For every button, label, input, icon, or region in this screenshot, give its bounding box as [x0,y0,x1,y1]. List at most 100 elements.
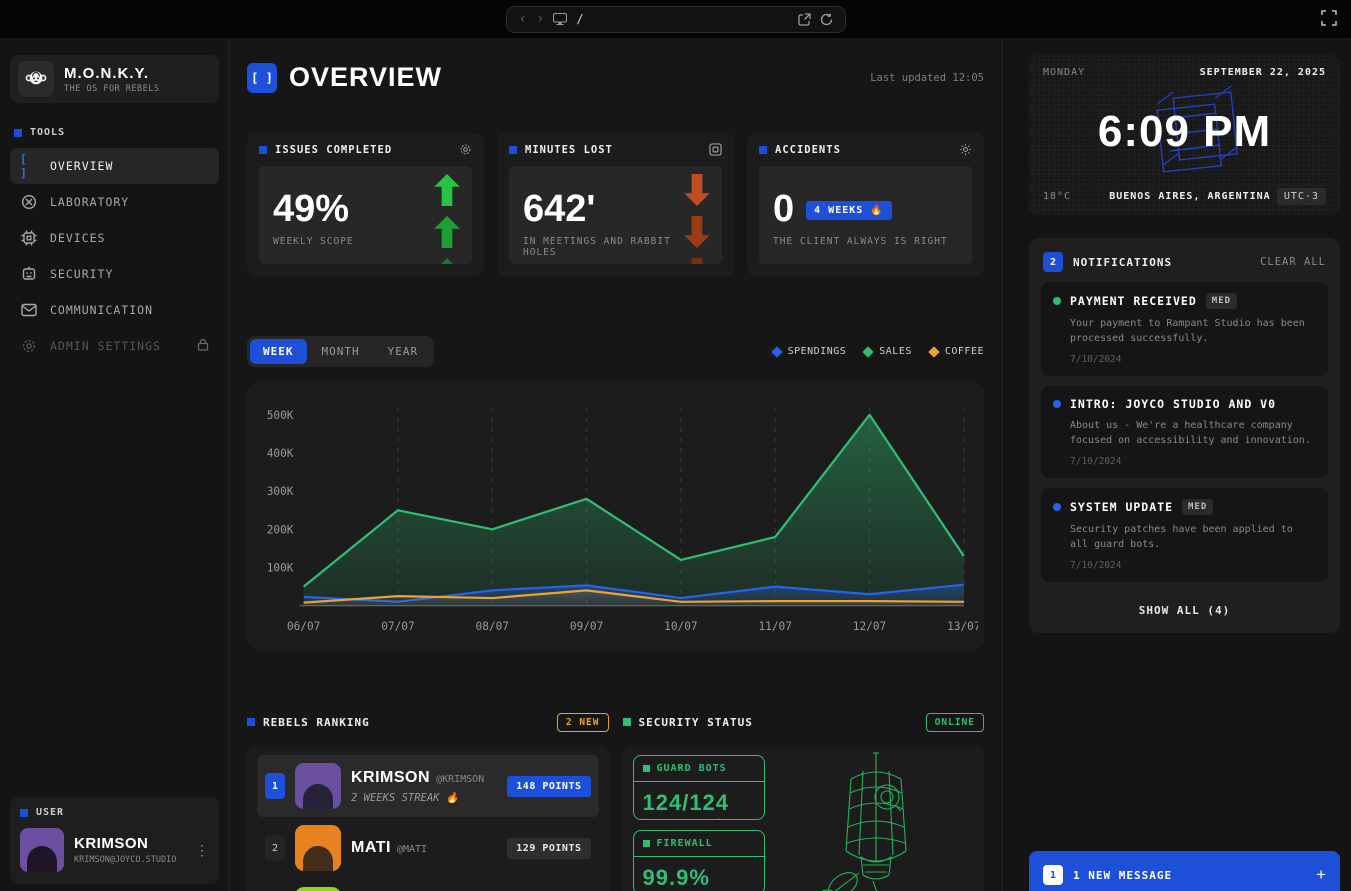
rebel-name: KRIMSON [351,768,431,786]
chart-card: 100K 200K 300K 400K 500K 06/07 07/07 08/07 09/07… [247,383,984,650]
guard-robot-illustration [809,752,907,891]
notifications-title: NOTIFICATIONS [1073,255,1173,269]
tools-section-label: TOOLS [14,127,215,138]
weeks-streak-badge: 4 WEEKS 🔥 [806,200,892,220]
tab-week[interactable]: WEEK [250,339,307,364]
streak-label: 2 WEEKS STREAK 🔥 [351,791,459,804]
sidebar-nav: [ ] OVERVIEW LABORATORY DEVICES SECURIT [10,148,219,364]
gear-icon[interactable] [459,143,472,156]
current-time: 6:09 PM [1097,107,1272,156]
app-tagline: THE OS FOR REBELS [64,83,160,94]
svg-text:10/07: 10/07 [664,620,698,633]
legend-coffee: COFFEE [928,345,984,358]
svg-text:500K: 500K [267,409,294,422]
robot-icon [20,266,38,282]
clock-widget: MONDAY SEPTEMBER 22, 2025 6:09 PM 18°C B… [1029,55,1340,215]
svg-text:200K: 200K [267,523,294,536]
notification-title: SYSTEM UPDATE [1070,500,1174,514]
stat-card-issues: ISSUES COMPLETED 49% WEEKLY SCOPE [247,133,484,276]
open-external-icon[interactable] [797,12,811,26]
legend-spendings: SPENDINGS [770,345,847,358]
sidebar-item-communication[interactable]: COMMUNICATION [10,292,219,328]
stat-value: 49% [273,188,350,230]
svg-text:08/07: 08/07 [476,620,510,633]
sidebar: M.O.N.K.Y. THE OS FOR REBELS TOOLS [ ] O… [0,38,228,891]
fullscreen-icon[interactable] [1321,10,1337,29]
page-title: OVERVIEW [289,62,443,92]
brackets-icon: [ ] [20,152,28,180]
notification-item[interactable]: INTRO: JOYCO STUDIO AND V0 About us - We… [1041,386,1328,478]
notification-body: About us - We're a healthcare company fo… [1070,420,1311,446]
notification-date: 7/10/2024 [1070,456,1122,467]
url-path: / [576,12,584,26]
section-bullet [14,128,22,137]
monkey-logo-icon [18,61,54,97]
overview-brackets-icon: [ ] [247,62,277,93]
diamond-icon [928,345,940,358]
svg-text:12/07: 12/07 [853,620,886,633]
new-badge: 2 NEW [556,712,609,732]
sidebar-item-overview[interactable]: [ ] OVERVIEW [10,148,219,184]
user-menu-kebab-icon[interactable]: ⋮ [195,841,209,858]
last-updated: Last updated 12:05 [870,71,984,84]
diamond-icon [770,345,783,358]
tab-year[interactable]: YEAR [375,339,432,364]
tab-month[interactable]: MONTH [309,339,373,364]
user-email: KRIMSON@JOYCO.STUDIO [74,855,177,865]
rank-number: 1 [265,773,285,800]
user-name: KRIMSON [74,835,149,852]
clear-all-button[interactable]: CLEAR ALL [1260,256,1326,268]
ranking-row[interactable]: 1 KRIMSON @KRIMSON 2 WEEKS STREAK 🔥 148 P… [257,755,599,818]
section-bullet [20,808,28,817]
page-header: [ ] OVERVIEW Last updated 12:05 [247,62,984,93]
sidebar-item-laboratory[interactable]: LABORATORY [10,184,219,220]
svg-text:06/07: 06/07 [287,620,321,633]
weekday: MONDAY [1043,67,1086,78]
cpu-icon [20,230,38,246]
sidebar-item-security[interactable]: SECURITY [10,256,219,292]
new-message-bar[interactable]: 1 1 NEW MESSAGE + [1029,851,1340,891]
refresh-icon[interactable] [820,13,833,26]
sidebar-item-devices[interactable]: DEVICES [10,220,219,256]
back-icon[interactable]: ‹ [518,11,527,27]
points-badge: 148 POINTS [507,775,591,797]
gear-icon[interactable] [959,143,972,156]
security-status-panel: SECURITY STATUS ONLINE GUARD BOTS 124/12… [622,711,984,891]
panel-icon[interactable] [709,143,722,156]
stat-bullet [759,145,767,154]
sidebar-item-admin-settings[interactable]: ADMIN SETTINGS [10,328,219,364]
date: SEPTEMBER 22, 2025 [1199,67,1326,78]
chart-controls: WEEK MONTH YEAR SPENDINGS SALES COFFEE [247,336,984,367]
main-content: [ ] OVERVIEW Last updated 12:05 ISSUES C… [228,38,1003,891]
legend-sales: SALES [862,345,912,358]
gear-icon [20,338,38,354]
firewall-value: 99.9% [642,865,710,891]
notification-body: Security patches have been applied to al… [1070,524,1293,550]
user-section-label: USER [20,807,209,818]
stat-value: 642' [523,188,596,230]
notification-item[interactable]: SYSTEM UPDATE MED Security patches have … [1041,488,1328,582]
user-avatar [20,828,64,872]
svg-text:09/07: 09/07 [570,620,604,633]
url-bar[interactable]: ‹ › / [505,5,846,33]
notification-body: Your payment to Rampant Studio has been … [1070,318,1305,344]
svg-text:11/07: 11/07 [758,620,792,633]
notification-title: INTRO: JOYCO STUDIO AND V0 [1070,397,1277,411]
avatar [295,825,341,872]
plus-icon[interactable]: + [1316,865,1326,884]
logo-card: M.O.N.K.Y. THE OS FOR REBELS [10,55,219,103]
forward-icon[interactable]: › [535,11,545,27]
ranking-row[interactable]: 2 MATI @MATI 129 POINTS [257,817,599,879]
lab-icon [20,194,38,210]
rebel-name: MATI [351,839,391,857]
location: BUENOS AIRES, ARGENTINA [1109,191,1271,202]
monitor-icon [553,13,568,25]
panel-bullet [247,718,255,727]
notification-item[interactable]: PAYMENT RECEIVED MED Your payment to Ram… [1041,282,1328,376]
notification-date: 7/10/2024 [1070,560,1122,571]
rank-number: 2 [265,835,285,862]
ranking-row[interactable]: 3 PEK@MATT 108 POINTS [257,879,599,891]
show-all-button[interactable]: SHOW ALL (4) [1041,592,1328,629]
notifications-panel: 2 NOTIFICATIONS CLEAR ALL PAYMENT RECEIV… [1029,238,1340,633]
status-dot [642,765,650,773]
